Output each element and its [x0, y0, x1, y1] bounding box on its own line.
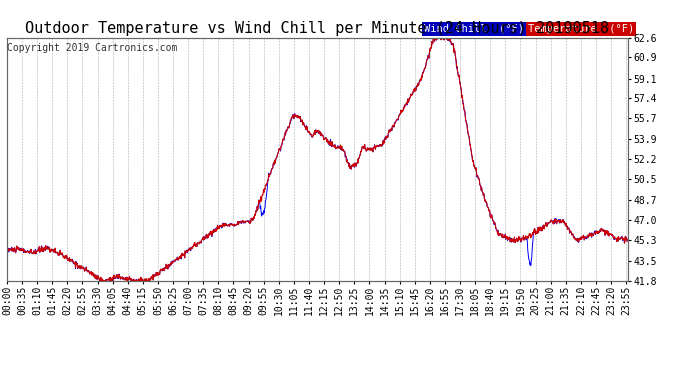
Text: Copyright 2019 Cartronics.com: Copyright 2019 Cartronics.com — [7, 43, 177, 52]
Title: Outdoor Temperature vs Wind Chill per Minute (24 Hours) 20190518: Outdoor Temperature vs Wind Chill per Mi… — [26, 21, 609, 36]
Text: Wind Chill  (°F): Wind Chill (°F) — [424, 24, 524, 34]
Text: Temperature  (°F): Temperature (°F) — [528, 24, 634, 34]
